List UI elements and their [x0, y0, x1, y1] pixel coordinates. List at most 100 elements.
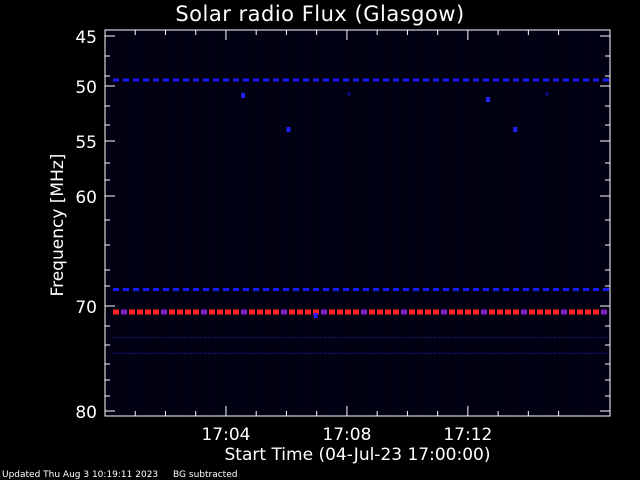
- band-5-mark: [398, 352, 402, 354]
- band-4-mark: [268, 337, 272, 338]
- band-2-mark: [413, 288, 419, 291]
- band-0-mark: [453, 78, 459, 82]
- band-5-mark: [558, 352, 562, 354]
- band-3-mark: [145, 309, 151, 315]
- band-5-mark: [333, 352, 337, 354]
- x-tick-label: 17:08: [322, 425, 371, 445]
- band-5-mark: [433, 352, 437, 354]
- band-4-mark: [388, 337, 392, 338]
- band-3-mark: [345, 309, 351, 315]
- band-4-mark: [398, 337, 402, 338]
- band-5-mark: [533, 352, 537, 354]
- band-4-mark: [548, 337, 552, 338]
- band-0-mark: [123, 78, 129, 82]
- band-3-mark: [489, 309, 495, 315]
- band-5-mark: [148, 352, 152, 354]
- band-0-mark: [133, 78, 139, 82]
- band-4-mark: [253, 337, 257, 338]
- band-5-mark: [348, 352, 352, 354]
- band-2-mark: [473, 288, 479, 291]
- band-2-mark: [563, 288, 569, 291]
- band-5-mark: [278, 352, 282, 354]
- y-axis-label: Frequency [MHz]: [48, 153, 68, 297]
- band-4-mark: [183, 337, 187, 338]
- band-0-mark: [403, 78, 409, 82]
- band-3-mark: [209, 309, 215, 315]
- band-1-mark: [545, 92, 549, 96]
- band-5-mark: [343, 352, 347, 354]
- band-0-mark: [233, 78, 239, 82]
- band-5-mark: [578, 352, 582, 354]
- band-4-mark: [553, 337, 557, 338]
- band-3-mark: [433, 309, 439, 315]
- band-3-mark: [289, 309, 295, 315]
- band-4-mark: [143, 337, 147, 338]
- band-5-mark: [338, 352, 342, 354]
- band-4-mark: [378, 337, 382, 338]
- signal-spot: [513, 127, 518, 132]
- band-4-mark: [483, 337, 487, 338]
- band-4-mark: [238, 337, 242, 338]
- band-4-mark: [283, 337, 287, 338]
- band-4-mark: [508, 337, 512, 338]
- band-4-mark: [358, 337, 362, 338]
- band-3-mark: [153, 309, 159, 315]
- band-3-mark: [177, 309, 183, 315]
- x-tick-label: 17:12: [443, 425, 492, 445]
- band-4-mark: [138, 337, 142, 338]
- band-0-mark: [483, 78, 489, 82]
- band-2-mark: [143, 288, 149, 291]
- band-2-mark: [443, 288, 449, 291]
- band-0-mark: [173, 78, 179, 82]
- band-5-mark: [543, 352, 547, 354]
- band-3-mark: [257, 309, 263, 315]
- band-4-mark: [598, 337, 602, 338]
- signal-spot: [286, 127, 291, 132]
- band-4-mark: [498, 337, 502, 338]
- band-3-mark: [553, 309, 559, 315]
- band-4-mark: [213, 337, 217, 338]
- band-5-mark: [468, 352, 472, 354]
- band-0-mark: [393, 78, 399, 82]
- band-0-mark: [543, 78, 549, 82]
- band-4-mark: [523, 337, 527, 338]
- band-2-mark: [153, 288, 159, 291]
- band-5-mark: [248, 352, 252, 354]
- band-4-mark: [263, 337, 267, 338]
- band-5-mark: [263, 352, 267, 354]
- band-3-mark: [593, 309, 599, 315]
- band-4-mark: [428, 337, 432, 338]
- band-3-mark: [377, 309, 383, 315]
- band-5-mark: [588, 352, 592, 354]
- band-0-mark: [383, 78, 389, 82]
- band-5-mark: [473, 352, 477, 354]
- band-5-mark: [483, 352, 487, 354]
- band-2-mark: [533, 288, 539, 291]
- band-3-mark: [361, 309, 367, 315]
- band-0-mark: [263, 78, 269, 82]
- chart-title: Solar radio Flux (Glasgow): [175, 2, 465, 26]
- band-4-mark: [533, 337, 537, 338]
- band-0-mark: [273, 78, 279, 82]
- band-5-mark: [228, 352, 232, 354]
- band-4-mark: [513, 337, 517, 338]
- band-0-mark: [433, 78, 439, 82]
- band-4-mark: [408, 337, 412, 338]
- band-2-mark: [353, 288, 359, 291]
- band-4-mark: [148, 337, 152, 338]
- band-5-mark: [363, 352, 367, 354]
- band-4-mark: [463, 337, 467, 338]
- band-4-mark: [563, 337, 567, 338]
- band-2-mark: [463, 288, 469, 291]
- band-3-mark: [385, 309, 391, 315]
- band-0-mark: [353, 78, 359, 82]
- band-5-mark: [418, 352, 422, 354]
- footer: Updated Thu Aug 3 10:19:11 2023 BG subtr…: [2, 470, 249, 480]
- band-5-mark: [188, 352, 192, 354]
- band-2-mark: [243, 288, 249, 291]
- band-5-mark: [143, 352, 147, 354]
- band-4-mark: [218, 337, 222, 338]
- band-4-mark: [333, 337, 337, 338]
- signal-spot: [313, 313, 318, 318]
- band-0-mark: [183, 78, 189, 82]
